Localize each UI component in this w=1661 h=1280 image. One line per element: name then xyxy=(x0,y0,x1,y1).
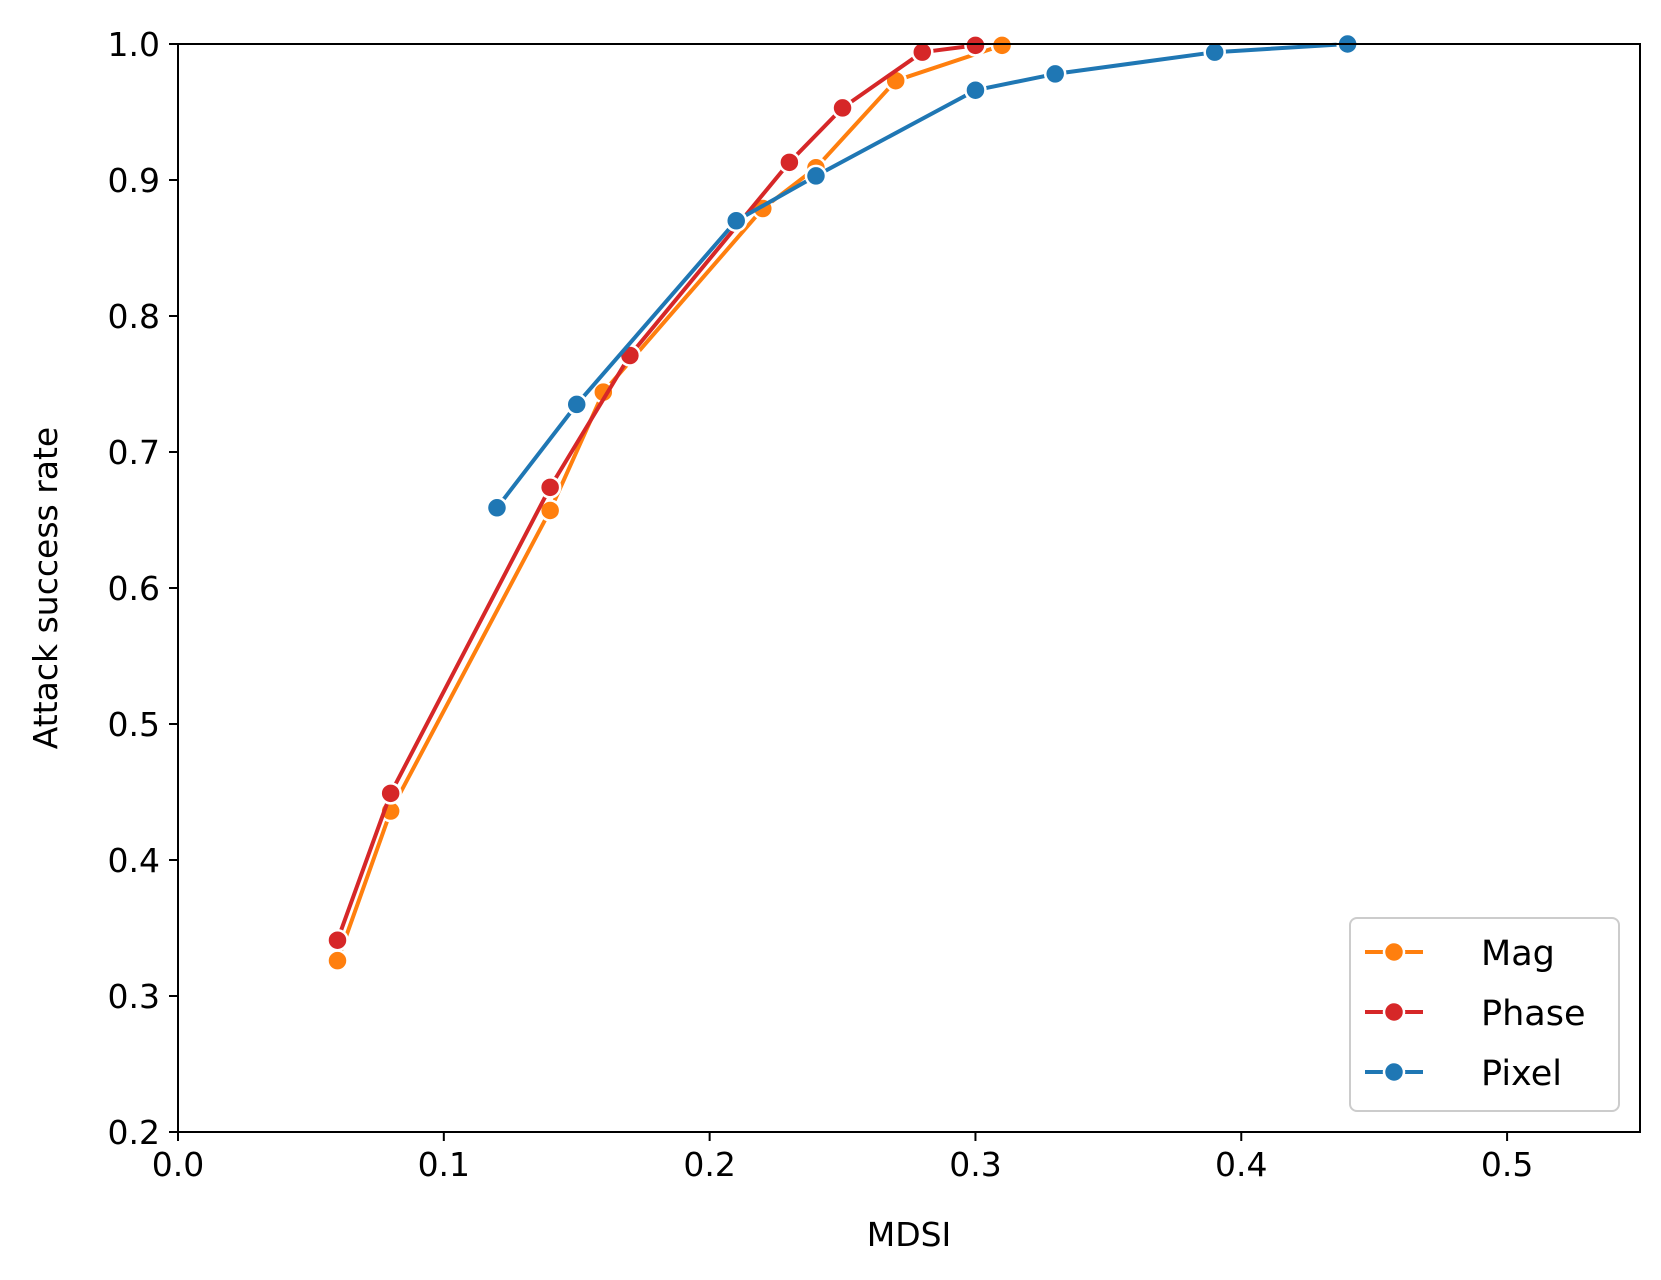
x-axis-title: MDSI xyxy=(867,1215,952,1254)
series-line-phase xyxy=(335,43,976,941)
data-point-mag xyxy=(326,949,349,972)
y-tick-label: 1.0 xyxy=(108,25,160,64)
y-tick-label: 0.3 xyxy=(108,977,160,1016)
y-tick-label: 0.9 xyxy=(108,161,160,200)
data-point-phase xyxy=(538,476,562,499)
y-tick-label: 0.8 xyxy=(108,297,160,336)
legend-label-phase: Phase xyxy=(1481,994,1586,1034)
data-point-pixel xyxy=(565,393,588,416)
data-point-pixel xyxy=(485,496,509,520)
y-axis-ticks: 0.2 0.3 0.4 0.5 0.6 0.7 0.8 0.9 1.0 xyxy=(108,25,178,1152)
legend-swatch-marker-mag xyxy=(1382,940,1406,964)
y-axis-title: Attack success rate xyxy=(26,427,65,749)
series-line-pixel xyxy=(495,42,1348,510)
x-tick-label: 0.4 xyxy=(1215,1145,1267,1184)
x-tick-label: 0.1 xyxy=(418,1145,470,1184)
x-axis-ticks: 0.0 0.1 0.2 0.3 0.4 0.5 xyxy=(152,1132,1533,1184)
legend-swatch-marker-phase xyxy=(1382,1000,1406,1024)
y-tick-label: 0.7 xyxy=(108,433,160,472)
y-tick-label: 0.5 xyxy=(108,705,160,744)
data-point-phase xyxy=(964,34,987,57)
y-tick-label: 0.2 xyxy=(108,1113,160,1152)
data-point-pixel xyxy=(964,78,987,102)
data-point-pixel xyxy=(804,164,828,188)
legend: Mag Phase Pixel xyxy=(1349,917,1620,1112)
data-point-pixel xyxy=(1043,62,1067,86)
data-point-phase xyxy=(778,151,801,174)
legend-label-pixel: Pixel xyxy=(1481,1054,1562,1094)
data-point-phase xyxy=(326,928,349,952)
legend-label-mag: Mag xyxy=(1481,934,1555,974)
data-point-mag xyxy=(990,34,1014,57)
series-line-mag xyxy=(335,43,1003,962)
data-point-phase xyxy=(379,782,402,805)
legend-box xyxy=(1349,917,1620,1112)
data-point-pixel xyxy=(1203,40,1226,64)
series-layer xyxy=(326,32,1359,972)
x-tick-label: 0.0 xyxy=(152,1145,204,1184)
legend-swatch-marker-pixel xyxy=(1382,1060,1406,1084)
y-tick-label: 0.6 xyxy=(108,569,160,608)
x-tick-label: 0.3 xyxy=(949,1145,1001,1184)
x-tick-label: 0.2 xyxy=(683,1145,735,1184)
x-tick-label: 0.5 xyxy=(1481,1145,1533,1184)
data-point-pixel xyxy=(724,209,748,233)
data-point-phase xyxy=(911,40,934,64)
data-point-phase xyxy=(831,96,854,120)
y-tick-label: 0.4 xyxy=(108,841,160,880)
